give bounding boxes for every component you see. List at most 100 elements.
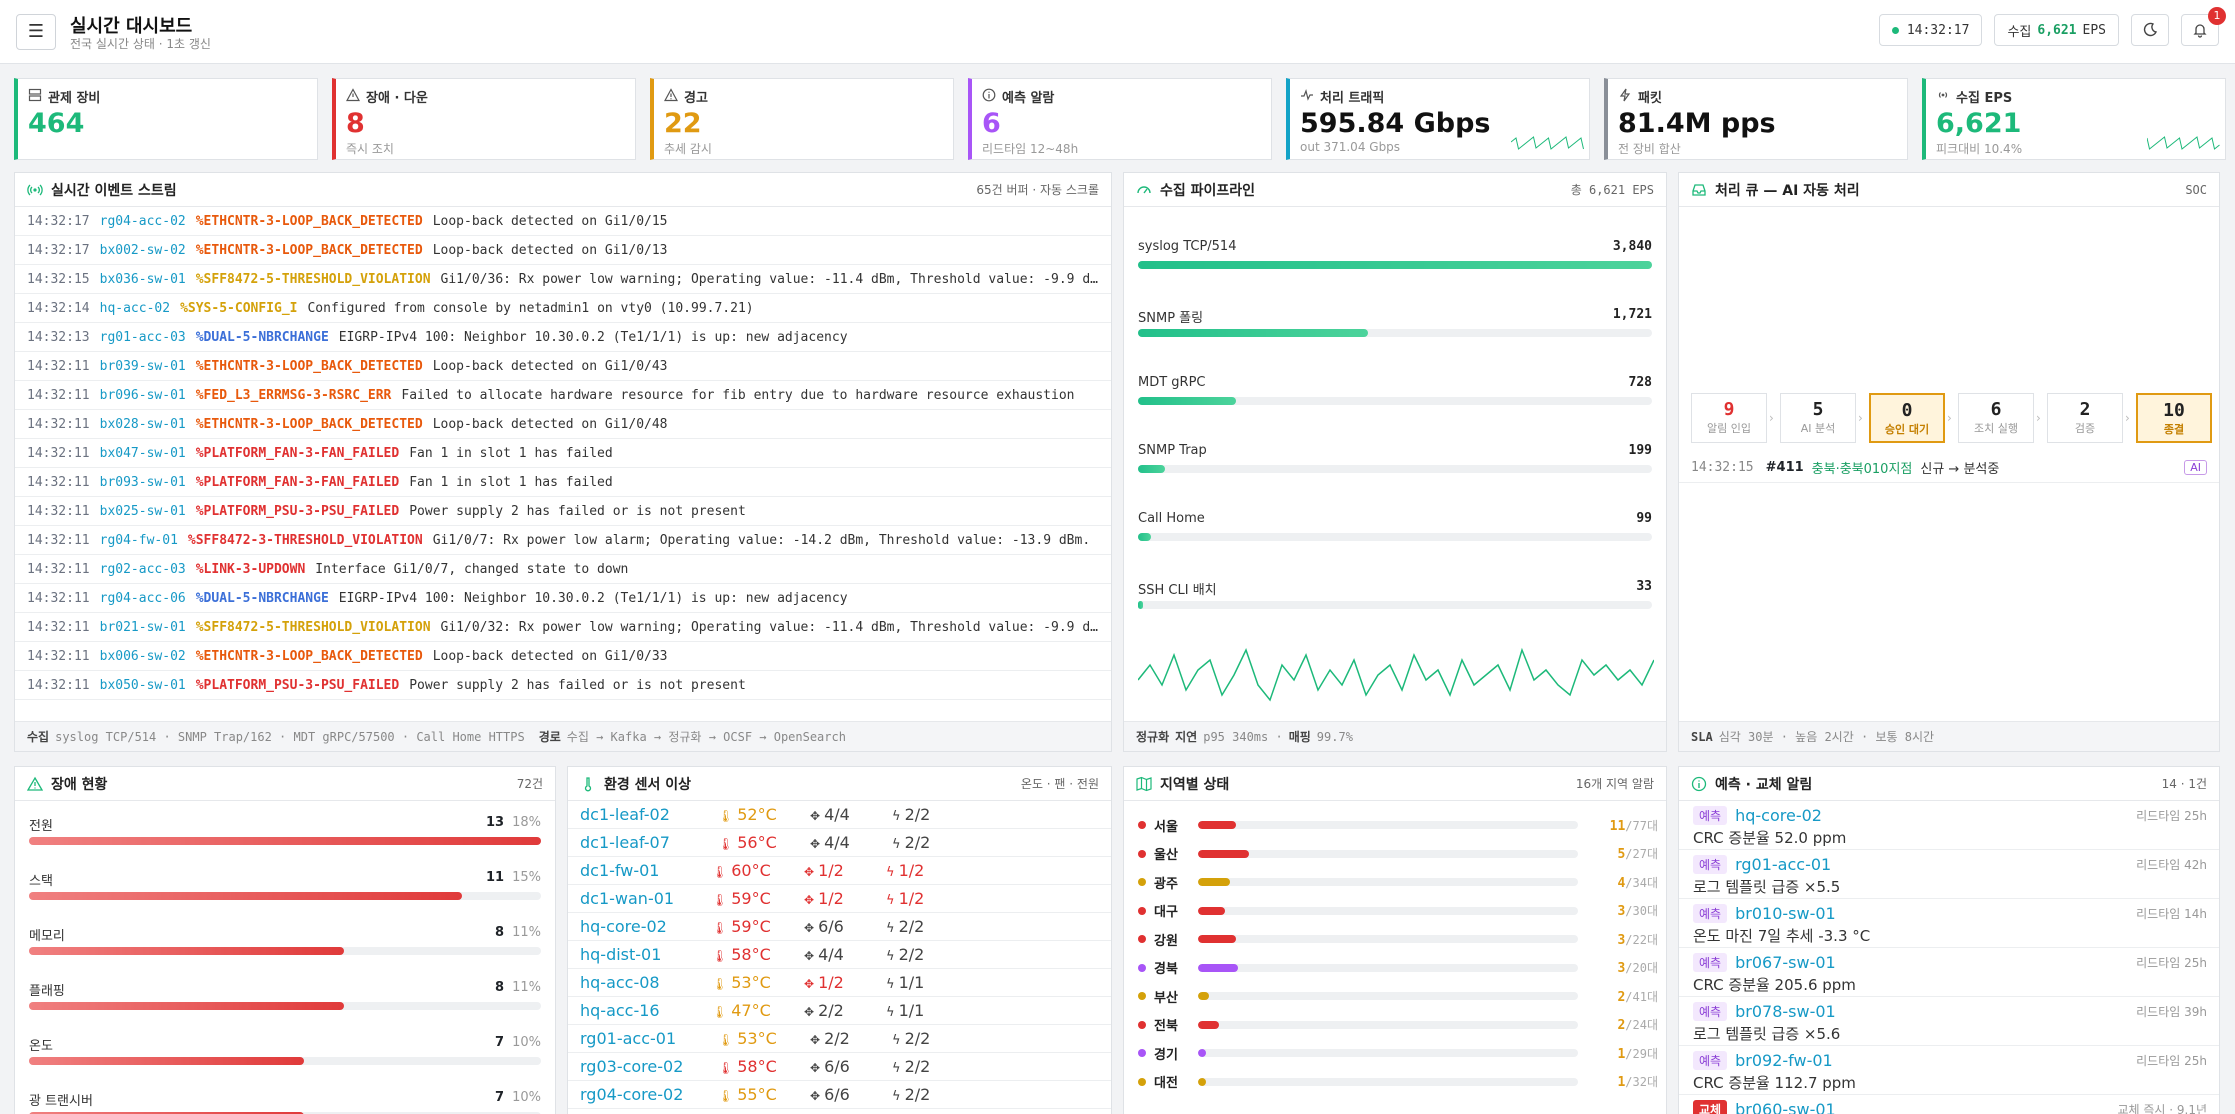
prediction-row[interactable]: 교체 br060-sw-01 교체 즉시 · 9.1년 xyxy=(1679,1095,2219,1114)
env-host[interactable]: dc1-leaf-02 xyxy=(580,805,670,824)
region-row[interactable]: 울산 5/27대 xyxy=(1138,840,1658,868)
event-row[interactable]: 14:32:11 rg04-fw-01 %SFF8472-3-THRESHOLD_V… xyxy=(15,526,1111,555)
event-host[interactable]: bx002-sw-02 xyxy=(99,242,186,258)
event-host[interactable]: bx006-sw-02 xyxy=(99,648,186,664)
region-row[interactable]: 경북 3/20대 xyxy=(1138,954,1658,982)
prediction-row[interactable]: 예측 br078-sw-01 리드타임 39h 로그 템플릿 급증 ×5.6 xyxy=(1679,997,2219,1046)
kpi-card[interactable]: 장애 · 다운 8 즉시 조치 xyxy=(332,78,636,160)
prediction-host[interactable]: br067-sw-01 xyxy=(1735,953,1836,972)
event-host[interactable]: br093-sw-01 xyxy=(99,474,186,490)
event-row[interactable]: 14:32:17 rg04-acc-02 %ETHCNTR-3-LOOP_BACK_… xyxy=(15,207,1111,236)
fault-item[interactable]: 온도 7 10% xyxy=(29,1035,541,1065)
event-row[interactable]: 14:32:11 bx028-sw-01 %ETHCNTR-3-LOOP_BACK_… xyxy=(15,410,1111,439)
event-row[interactable]: 14:32:11 bx050-sw-01 %PLATFORM_PSU-3-PSU_F… xyxy=(15,671,1111,700)
prediction-host[interactable]: hq-core-02 xyxy=(1735,806,1822,825)
event-row[interactable]: 14:32:14 hq-acc-02 %SYS-5-CONFIG_I Configur… xyxy=(15,294,1111,323)
region-row[interactable]: 전북 2/24대 xyxy=(1138,1011,1658,1039)
kpi-card[interactable]: 수집 EPS 6,621 피크대비 10.4% xyxy=(1922,78,2226,160)
env-row[interactable]: hq-acc-08 🌡︎ 53°C ✥ 1/2 ϟ 1/1 xyxy=(568,969,1111,997)
env-host[interactable]: rg01-acc-01 xyxy=(580,1029,677,1048)
fault-item[interactable]: 스택 11 15% xyxy=(29,870,541,900)
env-host[interactable]: hq-core-02 xyxy=(580,917,667,936)
env-host[interactable]: hq-acc-16 xyxy=(580,1001,660,1020)
env-row[interactable]: dc1-leaf-02 🌡︎ 52°C ✥ 4/4 ϟ 2/2 xyxy=(568,801,1111,829)
queue-step[interactable]: 10 종결 xyxy=(2136,393,2212,443)
region-row[interactable]: 광주 4/34대 xyxy=(1138,868,1658,896)
event-host[interactable]: bx028-sw-01 xyxy=(99,416,186,432)
fault-item[interactable]: 메모리 8 11% xyxy=(29,925,541,955)
env-row[interactable]: rg03-core-02 🌡︎ 58°C ✥ 6/6 ϟ 2/2 xyxy=(568,1053,1111,1081)
event-host[interactable]: rg02-acc-03 xyxy=(99,561,186,577)
prediction-host[interactable]: rg01-acc-01 xyxy=(1735,855,1832,874)
event-host[interactable]: rg01-acc-03 xyxy=(99,329,186,345)
env-row[interactable]: dc1-wan-01 🌡︎ 59°C ✥ 1/2 ϟ 1/2 xyxy=(568,885,1111,913)
prediction-host[interactable]: br078-sw-01 xyxy=(1735,1002,1836,1021)
kpi-card[interactable]: 관제 장비 464 xyxy=(14,78,318,160)
event-host[interactable]: rg04-acc-02 xyxy=(99,213,186,229)
event-row[interactable]: 14:32:11 bx047-sw-01 %PLATFORM_FAN-3-FAN_F… xyxy=(15,439,1111,468)
event-row[interactable]: 14:32:11 br093-sw-01 %PLATFORM_FAN-3-FAN_F… xyxy=(15,468,1111,497)
env-host[interactable]: dc1-fw-01 xyxy=(580,861,660,880)
fault-item[interactable]: 전원 13 18% xyxy=(29,815,541,845)
event-host[interactable]: bx050-sw-01 xyxy=(99,677,186,693)
event-host[interactable]: br039-sw-01 xyxy=(99,358,186,374)
event-host[interactable]: br096-sw-01 xyxy=(99,387,186,403)
event-host[interactable]: bx047-sw-01 xyxy=(99,445,186,461)
region-row[interactable]: 강원 3/22대 xyxy=(1138,925,1658,953)
region-row[interactable]: 경기 1/29대 xyxy=(1138,1039,1658,1067)
event-row[interactable]: 14:32:11 bx025-sw-01 %PLATFORM_PSU-3-PSU_F… xyxy=(15,497,1111,526)
prediction-row[interactable]: 예측 rg01-acc-01 리드타임 42h 로그 템플릿 급증 ×5.5 xyxy=(1679,850,2219,899)
env-host[interactable]: rg03-core-02 xyxy=(580,1057,684,1076)
kpi-card[interactable]: 예측 알람 6 리드타임 12~48h xyxy=(968,78,1272,160)
event-row[interactable]: 14:32:11 bx006-sw-02 %ETHCNTR-3-LOOP_BACK_… xyxy=(15,642,1111,671)
prediction-row[interactable]: 예측 br067-sw-01 리드타임 25h CRC 증분율 205.6 ppm xyxy=(1679,948,2219,997)
env-host[interactable]: hq-dist-01 xyxy=(580,945,662,964)
kpi-card[interactable]: 경고 22 추세 감시 xyxy=(650,78,954,160)
region-row[interactable]: 대구 3/30대 xyxy=(1138,897,1658,925)
env-row[interactable]: hq-dist-01 🌡︎ 58°C ✥ 4/4 ϟ 2/2 xyxy=(568,941,1111,969)
env-host[interactable]: hq-acc-08 xyxy=(580,973,660,992)
theme-toggle-button[interactable] xyxy=(2131,14,2169,46)
env-host[interactable]: dc1-wan-01 xyxy=(580,889,675,908)
event-row[interactable]: 14:32:11 br021-sw-01 %SFF8472-5-THRESHOLD_… xyxy=(15,613,1111,642)
queue-item[interactable]: 14:32:15 #411 충북·충북010지점 신규 → 분석중 AI xyxy=(1679,453,2219,483)
kpi-card[interactable]: 처리 트래픽 595.84 Gbps out 371.04 Gbps xyxy=(1286,78,1590,160)
queue-step[interactable]: 9 알림 인입 xyxy=(1691,393,1767,443)
event-host[interactable]: bx025-sw-01 xyxy=(99,503,186,519)
env-host[interactable]: rg04-core-02 xyxy=(580,1085,684,1104)
menu-button[interactable]: ☰ xyxy=(16,14,56,50)
env-row[interactable]: hq-core-02 🌡︎ 59°C ✥ 6/6 ϟ 2/2 xyxy=(568,913,1111,941)
region-row[interactable]: 부산 2/41대 xyxy=(1138,982,1658,1010)
event-row[interactable]: 14:32:17 bx002-sw-02 %ETHCNTR-3-LOOP_BACK_… xyxy=(15,236,1111,265)
event-row[interactable]: 14:32:11 br096-sw-01 %FED_L3_ERRMSG-3-RSRC… xyxy=(15,381,1111,410)
queue-step[interactable]: 6 조치 실행 xyxy=(1958,393,2034,443)
prediction-host[interactable]: br060-sw-01 xyxy=(1735,1100,1836,1114)
fault-item[interactable]: 플래핑 8 11% xyxy=(29,980,541,1010)
event-host[interactable]: bx036-sw-01 xyxy=(99,271,186,287)
prediction-row[interactable]: 예측 hq-core-02 리드타임 25h CRC 증분율 52.0 ppm xyxy=(1679,801,2219,850)
prediction-host[interactable]: br092-fw-01 xyxy=(1735,1051,1833,1070)
event-row[interactable]: 14:32:11 br039-sw-01 %ETHCNTR-3-LOOP_BACK_… xyxy=(15,352,1111,381)
event-row[interactable]: 14:32:13 rg01-acc-03 %DUAL-5-NBRCHANGE EIGR… xyxy=(15,323,1111,352)
event-row[interactable]: 14:32:11 rg02-acc-03 %LINK-3-UPDOWN Interfa… xyxy=(15,555,1111,584)
prediction-host[interactable]: br010-sw-01 xyxy=(1735,904,1836,923)
event-row[interactable]: 14:32:15 bx036-sw-01 %SFF8472-5-THRESHOLD_… xyxy=(15,265,1111,294)
event-host[interactable]: rg04-acc-06 xyxy=(99,590,186,606)
event-host[interactable]: hq-acc-02 xyxy=(99,300,171,316)
env-row[interactable]: rg01-acc-01 🌡︎ 53°C ✥ 2/2 ϟ 2/2 xyxy=(568,1025,1111,1053)
region-row[interactable]: 대전 1/32대 xyxy=(1138,1068,1658,1096)
event-host[interactable]: br021-sw-01 xyxy=(99,619,186,635)
env-row[interactable]: rg04-core-02 🌡︎ 55°C ✥ 6/6 ϟ 2/2 xyxy=(568,1081,1111,1109)
env-host[interactable]: dc1-leaf-07 xyxy=(580,833,670,852)
event-row[interactable]: 14:32:11 rg04-acc-06 %DUAL-5-NBRCHANGE EIGR… xyxy=(15,584,1111,613)
env-row[interactable]: dc1-fw-01 🌡︎ 60°C ✥ 1/2 ϟ 1/2 xyxy=(568,857,1111,885)
env-row[interactable]: hq-acc-16 🌡︎ 47°C ✥ 2/2 ϟ 1/1 xyxy=(568,997,1111,1025)
fault-item[interactable]: 광 트랜시버 7 10% xyxy=(29,1090,541,1114)
env-row[interactable]: dc1-leaf-07 🌡︎ 56°C ✥ 4/4 ϟ 2/2 xyxy=(568,829,1111,857)
prediction-row[interactable]: 예측 br010-sw-01 리드타임 14h 온도 마진 7일 추세 -3.3 °C xyxy=(1679,899,2219,948)
queue-step[interactable]: 2 검증 xyxy=(2047,393,2123,443)
event-list[interactable]: 14:32:17 rg04-acc-02 %ETHCNTR-3-LOOP_BACK_… xyxy=(15,207,1111,700)
queue-step[interactable]: 5 AI 분석 xyxy=(1780,393,1856,443)
prediction-row[interactable]: 예측 br092-fw-01 리드타임 25h CRC 증분율 112.7 ppm xyxy=(1679,1046,2219,1095)
queue-step[interactable]: 0 승인 대기 xyxy=(1869,393,1945,443)
